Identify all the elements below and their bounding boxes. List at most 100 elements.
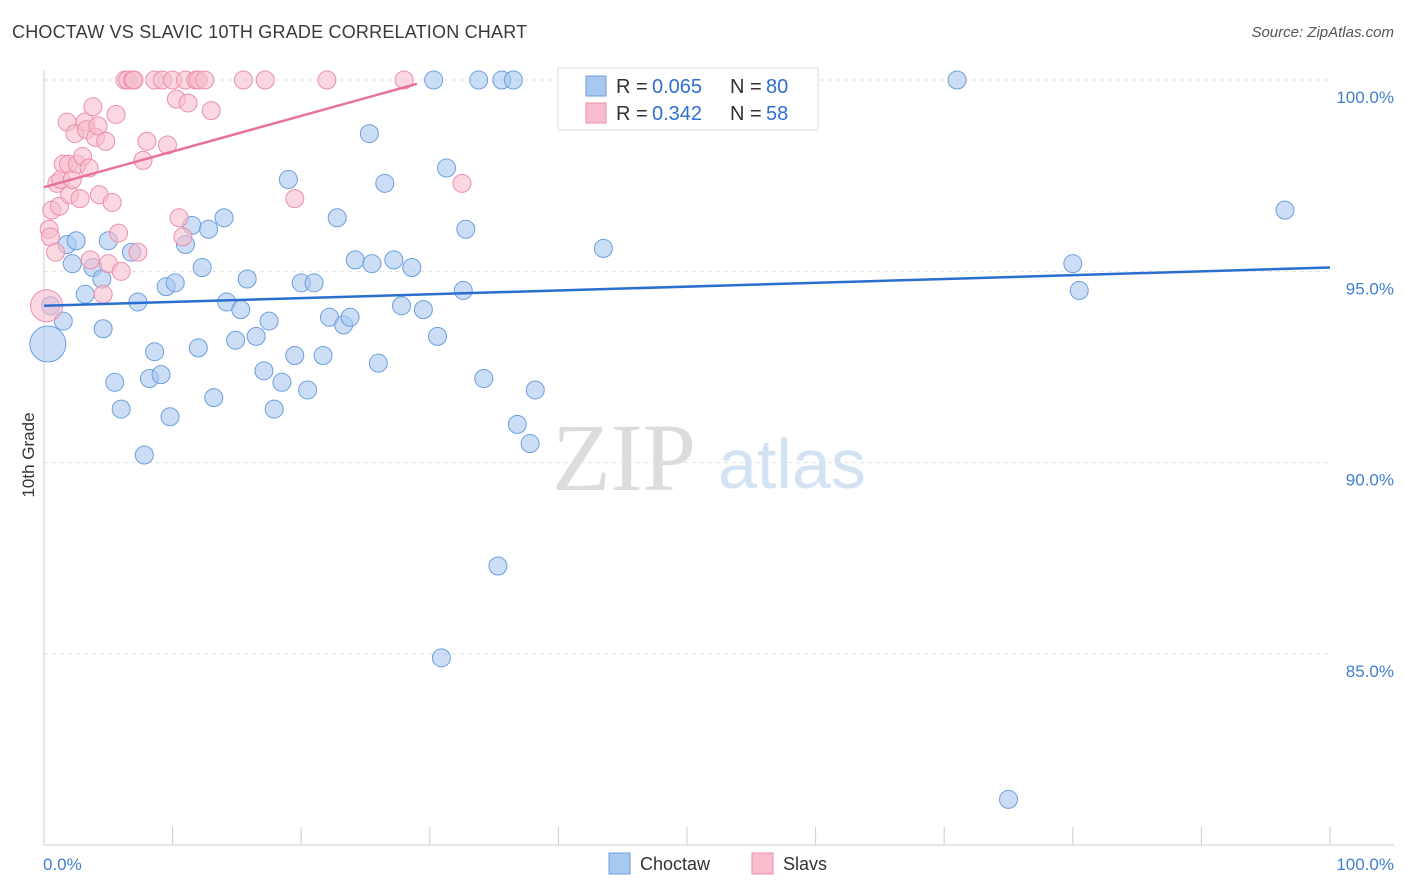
choctaw-point xyxy=(368,353,388,373)
choctaw-point xyxy=(327,208,347,228)
slavs-point xyxy=(111,261,131,281)
slavs-point xyxy=(124,70,144,90)
slavs-point xyxy=(88,116,108,136)
choctaw-point xyxy=(278,169,298,189)
choctaw-point xyxy=(134,445,154,465)
choctaw-point xyxy=(246,326,266,346)
y-tick-label-1: 95.0% xyxy=(1346,279,1394,298)
choctaw-point xyxy=(345,250,365,270)
bottom-legend-choctaw: Choctaw xyxy=(640,854,711,874)
x-tick-label-100: 100.0% xyxy=(1336,855,1394,874)
choctaw-point xyxy=(413,300,433,320)
choctaw-point xyxy=(62,254,82,274)
choctaw-point xyxy=(75,284,95,304)
y-tick-labels: 100.0% 95.0% 90.0% 85.0% xyxy=(1336,88,1394,681)
bottom-legend-swatch-slavs xyxy=(751,852,774,875)
choctaw-point xyxy=(431,648,451,668)
slavs-point xyxy=(46,242,66,262)
choctaw-point xyxy=(259,311,279,331)
choctaw-point xyxy=(999,789,1018,809)
choctaw-trend-line xyxy=(43,266,1331,308)
choctaw-point xyxy=(1069,280,1089,300)
choctaw-point xyxy=(359,124,379,144)
legend-r-label-slavs: R = xyxy=(616,103,648,125)
choctaw-point xyxy=(456,219,476,239)
slavs-point xyxy=(233,70,253,90)
choctaw-point xyxy=(29,325,67,363)
slavs-point xyxy=(317,70,337,90)
legend-n-value-slavs: 58 xyxy=(766,103,788,125)
choctaw-point xyxy=(488,556,508,576)
bottom-legend-slavs: Slavs xyxy=(783,854,827,874)
slavs-point xyxy=(394,70,414,90)
choctaw-point xyxy=(214,208,234,228)
slavs-point xyxy=(80,250,100,270)
slavs-point xyxy=(255,70,275,90)
watermark-zip: ZIP xyxy=(552,404,696,511)
choctaw-point xyxy=(151,365,171,385)
slavs-point xyxy=(173,227,193,247)
choctaw-point xyxy=(285,346,305,366)
slavs-trend-line xyxy=(43,82,418,189)
y-axis-title: 10th Grade xyxy=(19,412,38,497)
slavs-point xyxy=(70,189,90,209)
slavs-point xyxy=(137,131,157,151)
slavs-point xyxy=(83,97,103,117)
choctaw-point xyxy=(525,380,545,400)
choctaw-point xyxy=(160,407,180,427)
legend-r-value-slavs: 0.342 xyxy=(652,103,702,125)
legend-n-label-slavs: N = xyxy=(730,103,762,125)
choctaw-point xyxy=(947,70,967,90)
choctaw-point xyxy=(340,307,360,327)
choctaw-point xyxy=(111,399,131,419)
legend-swatch-choctaw xyxy=(585,75,607,97)
legend-r-value-choctaw: 0.065 xyxy=(652,76,702,98)
choctaw-point xyxy=(93,319,113,339)
slavs-point xyxy=(93,284,113,304)
source-label: Source: ZipAtlas.com xyxy=(1251,24,1394,41)
choctaw-point xyxy=(362,254,382,274)
choctaw-point xyxy=(593,238,613,258)
trend-lines xyxy=(43,82,1331,308)
choctaw-point xyxy=(231,300,251,320)
choctaw-point xyxy=(503,70,523,90)
slavs-point xyxy=(96,131,116,151)
choctaw-point xyxy=(384,250,404,270)
slavs-point xyxy=(109,223,129,243)
slavs-point xyxy=(452,173,472,193)
choctaw-point xyxy=(424,70,444,90)
choctaw-point xyxy=(204,388,224,408)
choctaw-point xyxy=(304,273,324,293)
bottom-legend: Choctaw Slavs xyxy=(608,852,827,875)
choctaw-point xyxy=(237,269,257,289)
choctaw-point xyxy=(428,326,448,346)
choctaw-point xyxy=(105,372,125,392)
choctaw-point xyxy=(453,280,473,300)
y-tick-label-0: 100.0% xyxy=(1336,88,1394,107)
choctaw-point xyxy=(474,368,494,388)
choctaw-point xyxy=(507,414,527,434)
choctaw-point xyxy=(375,173,395,193)
choctaw-point xyxy=(437,158,457,178)
choctaw-point xyxy=(272,372,292,392)
watermark-atlas: atlas xyxy=(718,425,866,503)
slavs-point xyxy=(201,101,221,121)
choctaw-point xyxy=(165,273,185,293)
bottom-legend-swatch-choctaw xyxy=(608,852,631,875)
legend-swatch-slavs xyxy=(585,102,607,124)
choctaw-point xyxy=(1275,200,1295,220)
choctaw-point xyxy=(199,219,219,239)
choctaw-point xyxy=(313,346,333,366)
slavs-point xyxy=(106,104,126,124)
legend-n-label-choctaw: N = xyxy=(730,76,762,98)
legend-box: R = 0.065 N = 80 R = 0.342 N = 58 xyxy=(557,67,819,131)
choctaw-point xyxy=(66,231,86,251)
axes xyxy=(43,70,1394,846)
legend-n-value-choctaw: 80 xyxy=(766,76,788,98)
x-tick-label-0: 0.0% xyxy=(43,855,82,874)
slavs-point xyxy=(128,242,148,262)
choctaw-point xyxy=(469,70,489,90)
choctaw-point xyxy=(226,330,246,350)
choctaw-point xyxy=(264,399,284,419)
